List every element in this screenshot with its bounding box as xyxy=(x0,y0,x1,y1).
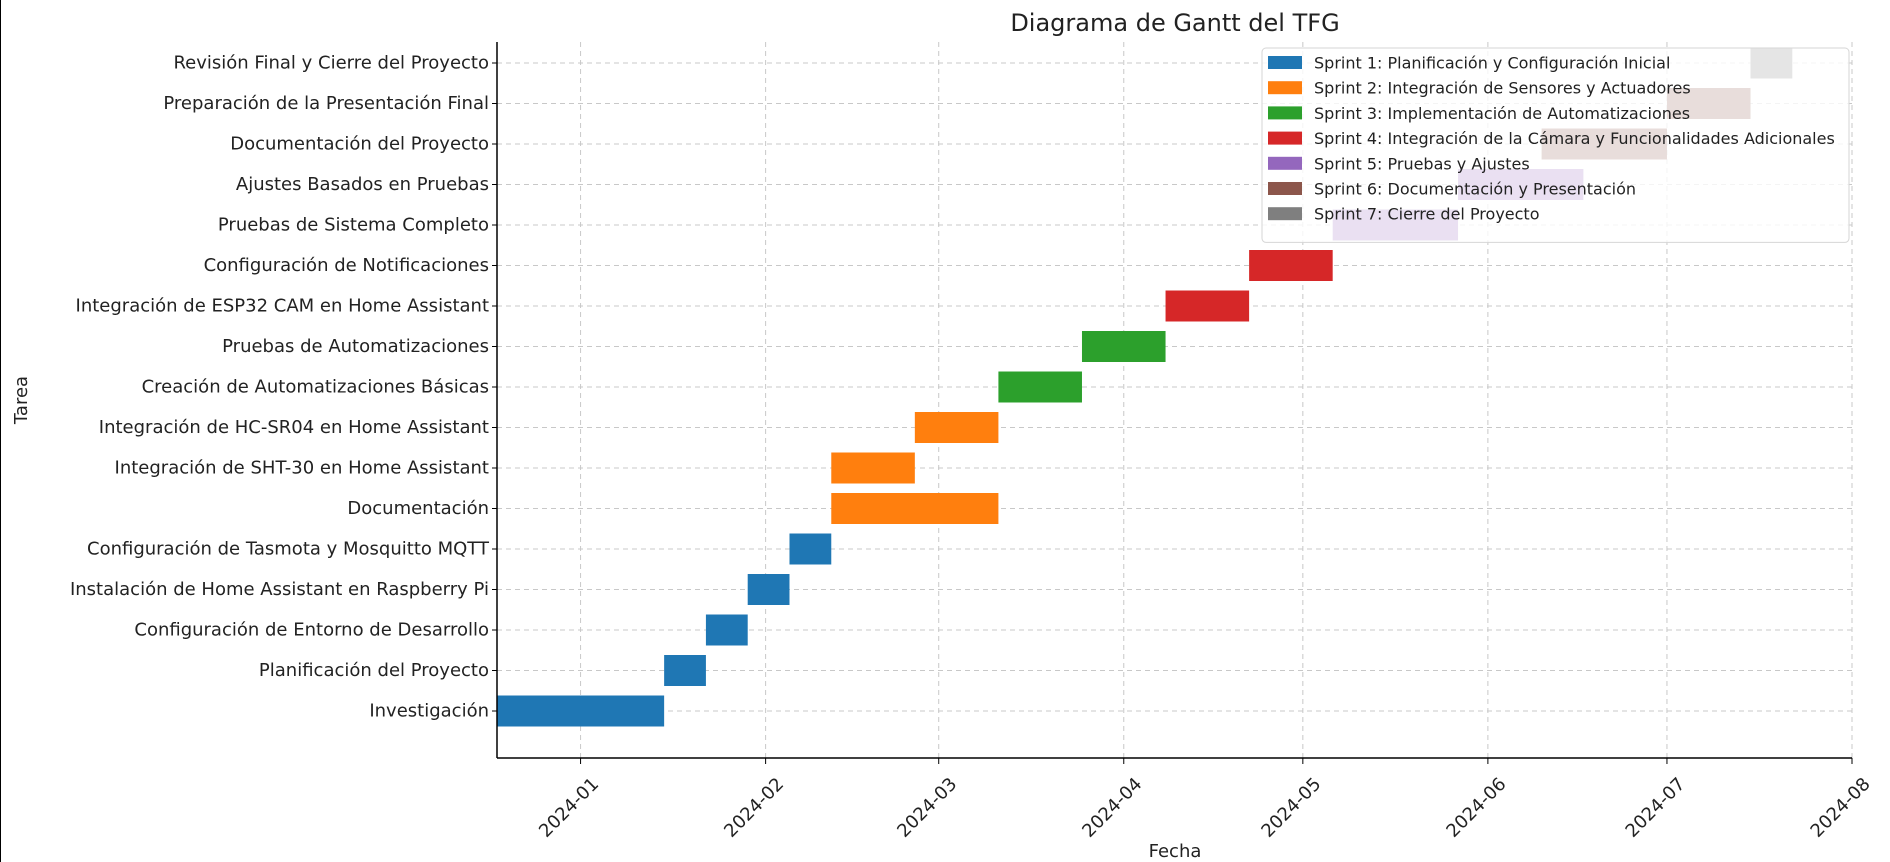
y-tick-label: Preparación de la Presentación Final xyxy=(163,93,489,114)
y-tick-label: Revisión Final y Cierre del Proyecto xyxy=(173,53,489,74)
legend-box xyxy=(1261,47,1850,243)
y-tick-label: Documentación xyxy=(347,498,489,519)
task-bar xyxy=(1081,331,1166,362)
y-tick-label: Pruebas de Sistema Completo xyxy=(218,215,489,236)
y-tick-label: Ajustes Basados en Pruebas xyxy=(236,174,489,195)
x-tick-label: 2024-02 xyxy=(720,774,788,842)
legend-swatch xyxy=(1268,156,1302,170)
legend-entry: Sprint 6: Documentación y Presentación xyxy=(1314,180,1636,199)
x-tick-label: 2024-07 xyxy=(1622,774,1690,842)
task-bar xyxy=(789,533,832,565)
legend-swatch xyxy=(1268,207,1302,221)
x-tick-label: 2024-06 xyxy=(1442,774,1510,842)
y-tick-label: Pruebas de Automatizaciones xyxy=(222,336,489,357)
task-bar xyxy=(747,574,790,605)
task-bar xyxy=(664,655,706,686)
legend-entry: Sprint 4: Integración de la Cámara y Fun… xyxy=(1314,129,1835,148)
y-tick-label: Creación de Automatizaciones Básicas xyxy=(142,377,489,398)
x-tick-label: 2024-01 xyxy=(535,774,603,842)
y-tick-label: Integración de HC-SR04 en Home Assistant xyxy=(99,417,489,438)
y-tick-label: Configuración de Tasmota y Mosquitto MQT… xyxy=(87,539,490,560)
task-bar xyxy=(1165,290,1250,322)
y-tick-labels: Investigación Planificación del Proyecto C… xyxy=(70,53,497,722)
legend-swatch xyxy=(1268,81,1302,95)
legend-entry: Sprint 2: Integración de Sensores y Actu… xyxy=(1314,79,1691,98)
grid xyxy=(497,42,1853,758)
x-tick-label: 2024-04 xyxy=(1078,774,1146,842)
x-tick-label: 2024-05 xyxy=(1257,774,1325,842)
y-tick-label: Configuración de Entorno de Desarrollo xyxy=(134,620,489,641)
legend-swatch xyxy=(1268,56,1302,69)
legend-swatch xyxy=(1268,106,1302,120)
x-tick-labels: 2024-01 2024-02 2024-03 2024-04 2024-05 2024-… xyxy=(535,758,1875,842)
chart-title: Diagrama de Gantt del TFG xyxy=(1010,9,1339,37)
legend-entry: Sprint 1: Planificación y Configuración … xyxy=(1314,54,1670,73)
task-bar xyxy=(831,493,999,524)
task-bar xyxy=(914,412,999,443)
task-bar xyxy=(705,614,748,646)
legend-entry: Sprint 5: Pruebas y Ajustes xyxy=(1314,154,1530,173)
legend-entry: Sprint 7: Cierre del Proyecto xyxy=(1314,205,1540,224)
y-tick-label: Integración de SHT-30 en Home Assistant xyxy=(115,458,489,479)
y-tick-label: Configuración de Notificaciones xyxy=(204,255,489,276)
task-bar xyxy=(998,371,1082,403)
axes xyxy=(496,42,1852,759)
y-axis-label: Tarea xyxy=(11,376,32,425)
window-edge xyxy=(0,0,1,862)
x-tick-label: 2024-03 xyxy=(893,774,961,842)
x-tick-label: 2024-08 xyxy=(1807,774,1875,842)
x-axis-label: Fecha xyxy=(1149,841,1202,862)
legend-swatch xyxy=(1268,131,1302,145)
y-tick-label: Investigación xyxy=(369,701,489,722)
y-tick-label: Planificación del Proyecto xyxy=(259,660,489,681)
y-tick-label: Integración de ESP32 CAM en Home Assista… xyxy=(76,296,489,317)
task-bar xyxy=(831,452,915,484)
y-tick-label: Documentación del Proyecto xyxy=(230,134,489,155)
task-bar xyxy=(1249,250,1333,281)
y-tick-label: Instalación de Home Assistant en Raspber… xyxy=(70,579,489,600)
task-bar xyxy=(497,695,665,727)
legend: Sprint 1: Planificación y Configuración … xyxy=(1261,47,1850,243)
legend-entry: Sprint 3: Implementación de Automatizaci… xyxy=(1314,104,1690,123)
legend-swatch xyxy=(1268,182,1302,195)
